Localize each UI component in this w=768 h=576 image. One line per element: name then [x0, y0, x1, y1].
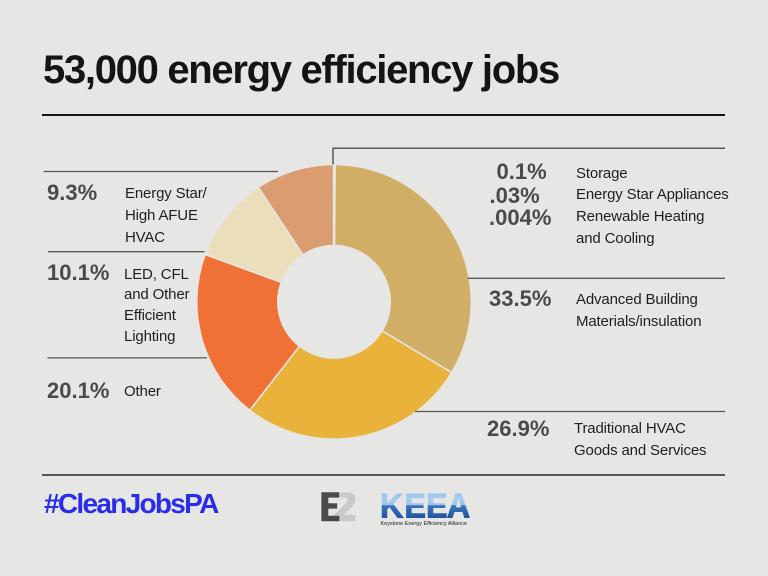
svg-text:A: A: [447, 492, 470, 526]
svg-text:Keystone Energy Efficiency All: Keystone Energy Efficiency Alliance: [381, 521, 468, 526]
svg-text:E: E: [426, 492, 447, 526]
svg-text:E: E: [404, 492, 425, 526]
svg-text:K: K: [380, 492, 403, 526]
